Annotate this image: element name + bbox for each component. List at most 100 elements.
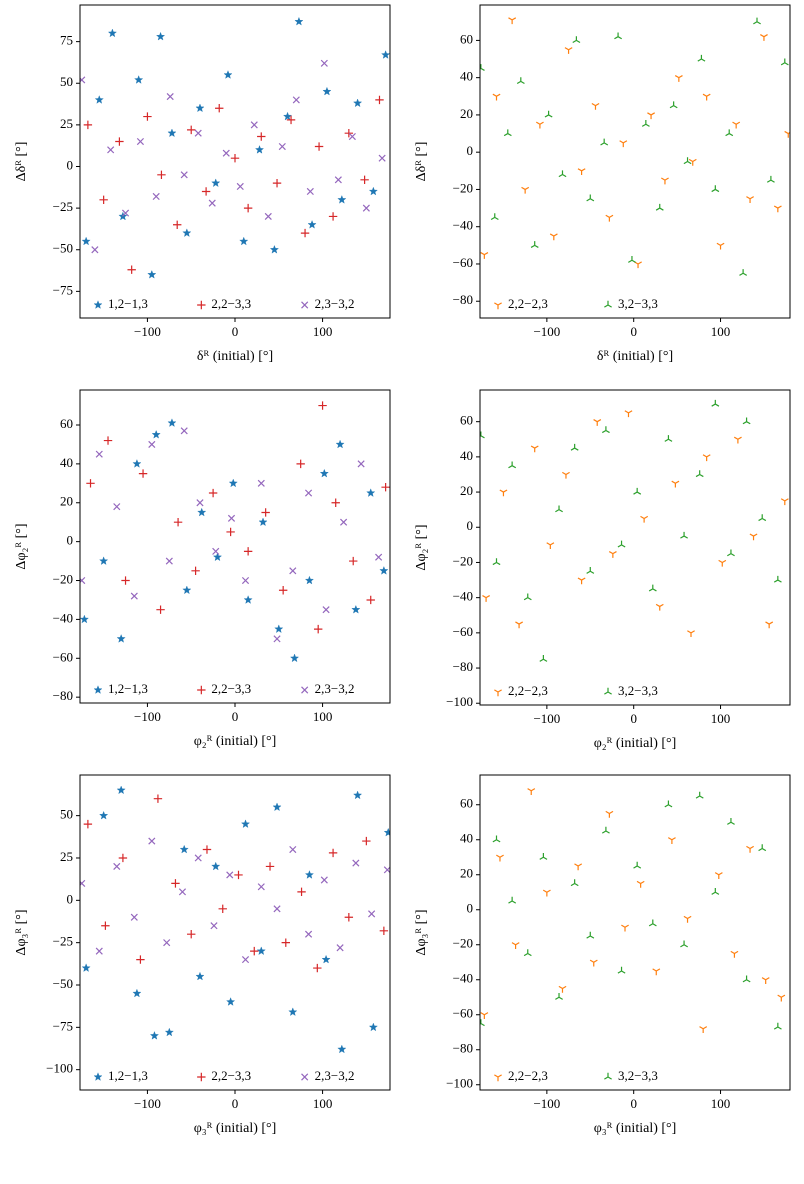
point: [300, 228, 310, 238]
point: [178, 888, 187, 896]
y-axis-label: Δφ₃ᴿ [°]: [414, 909, 429, 955]
point: [680, 531, 688, 539]
x-tick-label: 0: [232, 1096, 239, 1111]
point: [318, 401, 327, 410]
point: [296, 459, 305, 469]
point: [313, 624, 323, 634]
point: [634, 261, 642, 269]
point: [773, 1022, 782, 1030]
point: [179, 844, 189, 854]
point: [113, 503, 121, 511]
point: [727, 818, 735, 825]
point: [718, 559, 727, 567]
point: [349, 556, 358, 566]
point: [166, 92, 174, 101]
y-tick-label: 20: [460, 866, 473, 881]
point: [273, 635, 281, 643]
point: [212, 552, 223, 562]
point: [508, 896, 517, 904]
point: [366, 488, 376, 497]
point: [195, 971, 205, 981]
legend-label: 2,2−3,3: [211, 296, 251, 311]
y-tick-label: −75: [53, 1018, 73, 1033]
legend-label: 1,2−1,3: [108, 681, 148, 696]
point: [337, 195, 347, 204]
point: [753, 17, 761, 25]
point: [163, 939, 171, 947]
point: [383, 827, 390, 837]
point: [641, 120, 650, 127]
point: [353, 98, 363, 108]
point: [164, 1027, 174, 1037]
point: [180, 427, 188, 435]
y-tick-label: −40: [453, 971, 473, 986]
point: [265, 862, 275, 871]
point: [83, 819, 93, 829]
legend-label: 2,2−2,3: [508, 296, 548, 311]
y-tick-label: −100: [46, 1061, 73, 1076]
x-tick-label: 100: [711, 1096, 731, 1111]
point: [480, 64, 485, 71]
y-tick-label: −20: [53, 572, 73, 587]
point: [340, 518, 348, 526]
point: [539, 655, 548, 662]
point: [208, 199, 216, 207]
point: [234, 870, 243, 880]
legend-label: 2,2−3,3: [211, 681, 251, 696]
point: [306, 187, 314, 196]
point: [167, 128, 177, 138]
x-tick-label: −100: [533, 1096, 560, 1111]
point: [226, 997, 236, 1006]
point: [648, 919, 657, 927]
point: [733, 436, 742, 444]
point: [530, 241, 539, 248]
point: [702, 454, 711, 462]
y-tick-label: −50: [53, 976, 73, 991]
point: [227, 514, 236, 522]
point: [633, 487, 642, 495]
point: [697, 54, 706, 62]
point: [118, 853, 128, 863]
point: [132, 459, 142, 468]
point: [290, 653, 300, 663]
point: [671, 480, 680, 488]
point: [344, 128, 354, 138]
point: [780, 58, 789, 66]
point: [683, 915, 692, 923]
point: [336, 944, 344, 952]
point: [152, 192, 160, 201]
point: [136, 955, 145, 964]
y-tick-label: 0: [467, 518, 474, 533]
y-axis-label: Δδᴿ [°]: [414, 142, 429, 182]
point: [480, 252, 489, 259]
point: [191, 566, 200, 576]
point: [138, 469, 148, 478]
point: [577, 577, 586, 585]
plot-frame: [79, 774, 391, 1091]
point: [99, 810, 109, 820]
point: [360, 175, 369, 185]
point: [130, 592, 138, 600]
point: [264, 212, 272, 221]
point: [542, 889, 551, 897]
point: [702, 93, 711, 101]
point: [381, 50, 390, 59]
y-tick-label: 20: [60, 494, 73, 509]
point: [725, 129, 734, 137]
point: [362, 836, 371, 846]
point: [331, 498, 340, 507]
point: [490, 213, 499, 221]
point: [624, 410, 633, 418]
point: [335, 439, 345, 449]
y-tick-label: 40: [460, 69, 473, 84]
legend-marker: [197, 1072, 206, 1082]
y-tick-label: 40: [460, 831, 473, 846]
point: [761, 977, 770, 984]
point: [621, 924, 629, 932]
point: [652, 968, 661, 976]
point: [739, 269, 748, 276]
point: [711, 185, 720, 193]
point: [272, 178, 282, 188]
panel: −100 0 100 −100 −80 −60 −40 −20 0 20 40 60 φ₂ᴿ (init…: [414, 389, 791, 751]
point: [667, 837, 676, 844]
